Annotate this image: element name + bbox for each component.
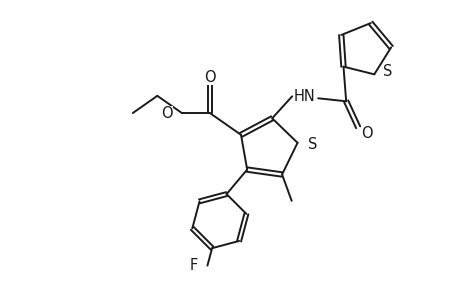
- Text: F: F: [189, 258, 197, 273]
- Text: O: O: [161, 106, 173, 121]
- Text: S: S: [307, 137, 316, 152]
- Text: S: S: [382, 64, 392, 79]
- Text: HN: HN: [293, 89, 314, 104]
- Text: O: O: [204, 70, 215, 85]
- Text: O: O: [361, 126, 372, 141]
